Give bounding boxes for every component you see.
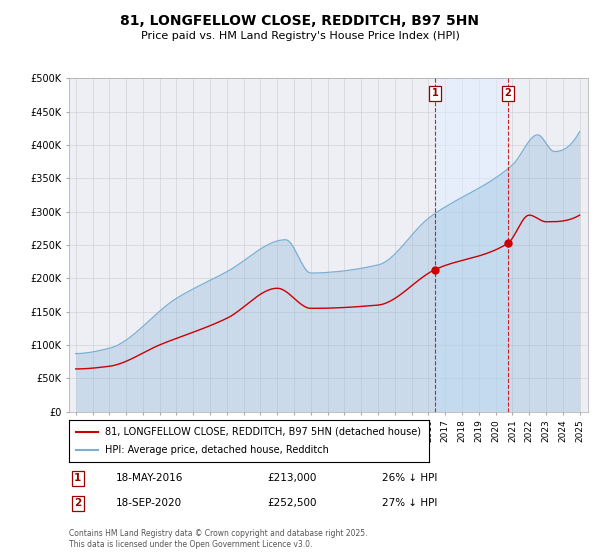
Bar: [435, 78, 508, 412]
Text: 27% ↓ HPI: 27% ↓ HPI: [382, 498, 437, 508]
Text: 1: 1: [74, 473, 82, 483]
Text: 2: 2: [505, 88, 511, 99]
Text: £213,000: £213,000: [268, 473, 317, 483]
Text: 2: 2: [74, 498, 82, 508]
Text: 81, LONGFELLOW CLOSE, REDDITCH, B97 5HN: 81, LONGFELLOW CLOSE, REDDITCH, B97 5HN: [121, 14, 479, 28]
Text: £252,500: £252,500: [268, 498, 317, 508]
Text: 18-MAY-2016: 18-MAY-2016: [116, 473, 184, 483]
Text: 1: 1: [431, 88, 438, 99]
Text: Contains HM Land Registry data © Crown copyright and database right 2025.
This d: Contains HM Land Registry data © Crown c…: [69, 529, 367, 549]
Text: 81, LONGFELLOW CLOSE, REDDITCH, B97 5HN (detached house): 81, LONGFELLOW CLOSE, REDDITCH, B97 5HN …: [105, 427, 421, 437]
Text: Price paid vs. HM Land Registry's House Price Index (HPI): Price paid vs. HM Land Registry's House …: [140, 31, 460, 41]
Text: 18-SEP-2020: 18-SEP-2020: [116, 498, 182, 508]
Text: HPI: Average price, detached house, Redditch: HPI: Average price, detached house, Redd…: [105, 445, 329, 455]
Text: 26% ↓ HPI: 26% ↓ HPI: [382, 473, 437, 483]
